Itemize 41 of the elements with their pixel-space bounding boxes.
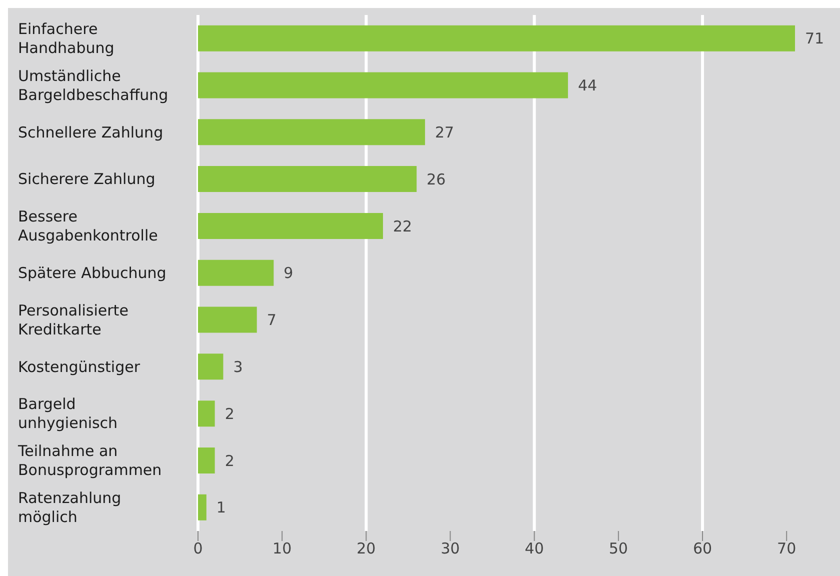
- x-tick-label: 50: [608, 540, 628, 558]
- y-tick-label: Kostengünstiger: [18, 358, 141, 376]
- bar: [198, 166, 417, 192]
- bar: [198, 306, 257, 333]
- y-tick-label: Bargeld unhygienisch: [18, 395, 118, 432]
- data-label: 7: [266, 311, 276, 330]
- data-label: 2: [224, 404, 234, 423]
- y-tick-label: Personalisierte Kreditkarte: [18, 301, 128, 338]
- data-label: 3: [233, 358, 243, 376]
- bar: [198, 354, 224, 380]
- data-label: 71: [805, 30, 824, 48]
- bar: [198, 448, 215, 474]
- data-label: 27: [435, 123, 454, 142]
- y-tick-label: Bessere Ausgabenkontrolle: [18, 208, 158, 245]
- y-tick-label: Sicherere Zahlung: [18, 170, 156, 188]
- y-tick-label: Spätere Abbuchung: [18, 264, 166, 282]
- x-tick-label: 70: [777, 540, 796, 558]
- y-tick-label: Schnellere Zahlung: [18, 123, 164, 142]
- data-label: 44: [578, 76, 598, 95]
- y-tick-label: Teilnahme an Bonusprogrammen: [17, 442, 162, 480]
- data-label: 26: [426, 170, 446, 188]
- bar: [198, 400, 215, 427]
- data-label: 9: [284, 264, 294, 282]
- data-label: 22: [392, 217, 412, 236]
- bar: [198, 72, 568, 98]
- y-tick-label: Ratenzahlung möglich: [18, 489, 122, 526]
- x-tick-label: 20: [356, 540, 376, 558]
- data-label: 2: [224, 452, 234, 470]
- x-tick-label: 0: [193, 540, 203, 558]
- bar: [198, 494, 206, 520]
- x-tick-label: 60: [692, 540, 712, 558]
- bar: [198, 25, 795, 52]
- bar: [198, 212, 383, 239]
- bar: [198, 119, 426, 146]
- bar: [198, 260, 274, 286]
- data-label: 1: [216, 498, 226, 517]
- y-tick-label: Umständliche Bargeldbeschaffung: [18, 66, 168, 104]
- x-tick-label: 10: [272, 540, 292, 558]
- x-tick-label: 40: [524, 540, 544, 558]
- y-tick-label: Einfachere Handhabung: [18, 20, 114, 57]
- x-tick-label: 30: [440, 540, 460, 558]
